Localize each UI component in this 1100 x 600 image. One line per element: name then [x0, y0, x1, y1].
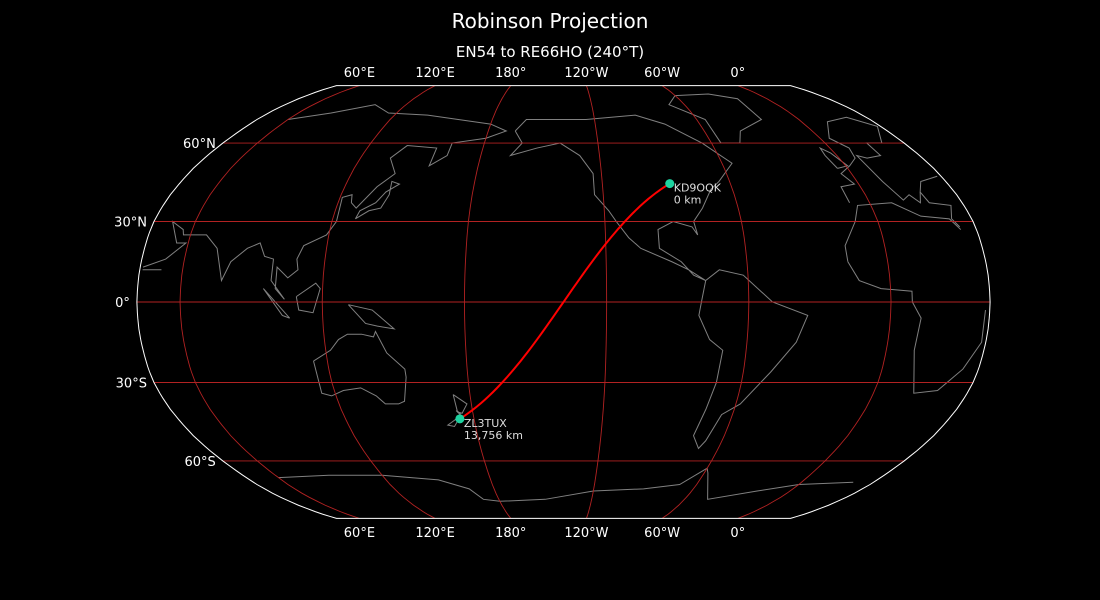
coastline — [354, 180, 401, 220]
coastline — [692, 269, 809, 450]
meridian-label-top: 60°E — [344, 66, 375, 81]
parallel-label: 0° — [115, 296, 130, 311]
meridian-label-top: 60°W — [644, 66, 680, 81]
map-outline — [136, 85, 991, 519]
station-distance: 0 km — [674, 194, 702, 207]
meridian-label-bottom: 120°E — [415, 526, 455, 541]
station-distance: 13,756 km — [464, 429, 523, 442]
coastline — [847, 261, 986, 394]
meridian-gridline — [737, 85, 892, 519]
meridian-label-top: 120°E — [415, 66, 455, 81]
meridian-label-bottom: 180° — [495, 526, 526, 541]
coastline — [452, 394, 468, 414]
meridian-gridline — [321, 85, 436, 519]
meridian-label-bottom: 0° — [730, 526, 745, 541]
coastline — [262, 288, 290, 319]
station-callsign: ZL3TUX — [464, 417, 507, 430]
parallel-label: 60°N — [183, 137, 216, 152]
meridian-label-bottom: 60°E — [344, 526, 375, 541]
coastline — [499, 467, 854, 502]
coastline — [844, 202, 962, 262]
meridian-gridline — [463, 85, 512, 519]
station-marker — [665, 179, 675, 189]
coastline — [142, 104, 508, 300]
station-marker — [455, 414, 465, 424]
coastline — [278, 474, 500, 502]
meridian-label-top: 180° — [495, 66, 526, 81]
meridian-label-top: 0° — [730, 66, 745, 81]
parallel-label: 60°S — [185, 455, 216, 470]
meridian-gridline — [179, 85, 360, 519]
parallel-label: 30°N — [114, 216, 147, 231]
coastline — [826, 116, 921, 204]
coastline — [313, 330, 407, 405]
coastline — [347, 304, 396, 330]
meridian-gridline — [661, 85, 750, 519]
meridian-label-top: 120°W — [564, 66, 608, 81]
station-callsign: KD9OQK — [674, 182, 722, 195]
great-circle-path — [459, 182, 671, 420]
coastline — [668, 93, 763, 144]
coastline — [919, 175, 961, 228]
map-subtitle: EN54 to RE66HO (240°T) — [455, 43, 645, 61]
meridian-gridline — [586, 85, 608, 519]
meridian-label-bottom: 60°W — [644, 526, 680, 541]
meridian-label-bottom: 120°W — [564, 526, 608, 541]
parallel-label: 30°S — [116, 376, 147, 391]
coastline — [295, 282, 321, 314]
map-title: Robinson Projection — [451, 9, 649, 33]
coastline — [818, 146, 849, 169]
coastline — [508, 114, 733, 281]
